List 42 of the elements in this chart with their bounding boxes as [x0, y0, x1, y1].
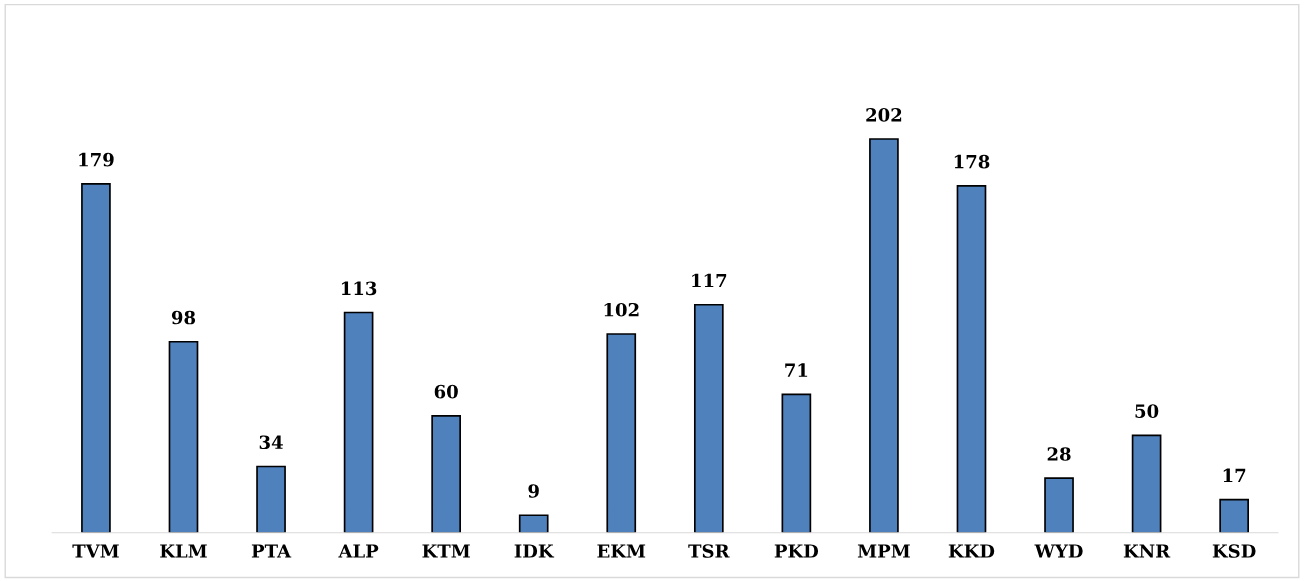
- bar: [1131, 434, 1162, 533]
- x-tick-label: KKD: [948, 544, 995, 558]
- bar: [606, 333, 637, 533]
- data-label: 117: [692, 273, 727, 288]
- data-label: 50: [1135, 404, 1159, 418]
- x-tick-label: ALP: [338, 544, 379, 558]
- bar: [1219, 498, 1249, 533]
- x-tick-label: KTM: [422, 544, 470, 558]
- data-label: 28: [1047, 447, 1071, 461]
- bar: [781, 393, 812, 533]
- bar: [81, 183, 111, 533]
- x-tick-label: KNR: [1123, 544, 1171, 558]
- x-tick-label: PTA: [251, 544, 292, 558]
- data-label: 178: [954, 154, 990, 169]
- bar: [869, 138, 899, 533]
- data-label: 113: [341, 281, 377, 296]
- bar: [431, 414, 461, 533]
- bar: [256, 465, 286, 533]
- bar: [693, 303, 724, 533]
- x-tick-label: TVM: [72, 544, 119, 558]
- data-label: 71: [785, 363, 808, 377]
- x-tick-label: MPM: [857, 544, 910, 558]
- x-tick-label: PKD: [774, 544, 819, 558]
- bar: [168, 340, 199, 533]
- x-tick-label: IDK: [514, 544, 555, 558]
- data-label: 60: [434, 384, 458, 399]
- data-label: 202: [866, 108, 902, 122]
- data-label: 34: [259, 435, 283, 450]
- data-label: 9: [528, 484, 539, 498]
- data-label: 98: [171, 310, 196, 325]
- bar: [956, 184, 987, 533]
- bar: [343, 311, 374, 533]
- x-tick-label: KSD: [1212, 544, 1256, 558]
- x-tick-label: WYD: [1034, 544, 1083, 558]
- bar: [1044, 477, 1074, 533]
- data-label: 179: [79, 152, 114, 167]
- x-tick-label: EKM: [597, 544, 646, 558]
- data-label: 17: [1223, 468, 1246, 482]
- data-label: 102: [604, 302, 639, 317]
- bar: [518, 514, 549, 533]
- x-tick-label: KLM: [160, 544, 207, 558]
- x-tick-label: TSR: [688, 544, 730, 558]
